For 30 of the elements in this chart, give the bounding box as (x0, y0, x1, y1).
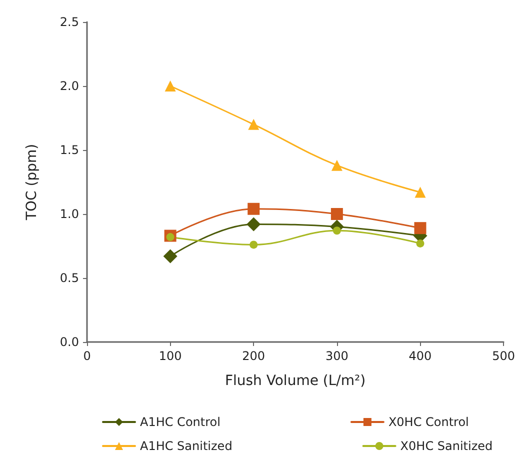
x-tick-label: 500 (492, 349, 515, 363)
y-tick-label: 0.0 (60, 335, 79, 349)
x-tick-label: 400 (408, 349, 432, 363)
legend-label: A1HC Control (140, 415, 220, 429)
point (330, 208, 343, 220)
x-axis-title: Flush Volume (L/m²) (224, 373, 366, 389)
y-axis-title: TOC (ppm) (24, 144, 40, 222)
x-tick-label: 300 (325, 349, 348, 363)
y-tick-label: 0.5 (60, 271, 79, 285)
legend-label: X0HC Control (388, 415, 469, 429)
y-tick-label: 2.5 (60, 15, 79, 29)
point (416, 239, 424, 248)
x-tick-label: 200 (242, 349, 266, 363)
y-tick-label: 2.0 (60, 79, 79, 93)
point (250, 240, 258, 249)
point (331, 160, 342, 171)
point (248, 118, 260, 130)
point (164, 80, 176, 92)
point (332, 226, 341, 235)
y-tick-label: 1.0 (60, 207, 79, 221)
x-tick-label: 100 (158, 349, 182, 363)
legend-label: A1HC Sanitized (140, 439, 232, 453)
point (414, 186, 426, 198)
point (163, 249, 178, 264)
legend-label: X0HC Sanitized (400, 439, 493, 453)
y-tick-label: 1.5 (60, 143, 79, 157)
point (246, 217, 261, 232)
point (414, 222, 426, 234)
point (248, 202, 260, 215)
x-tick-label: 0 (83, 349, 91, 363)
